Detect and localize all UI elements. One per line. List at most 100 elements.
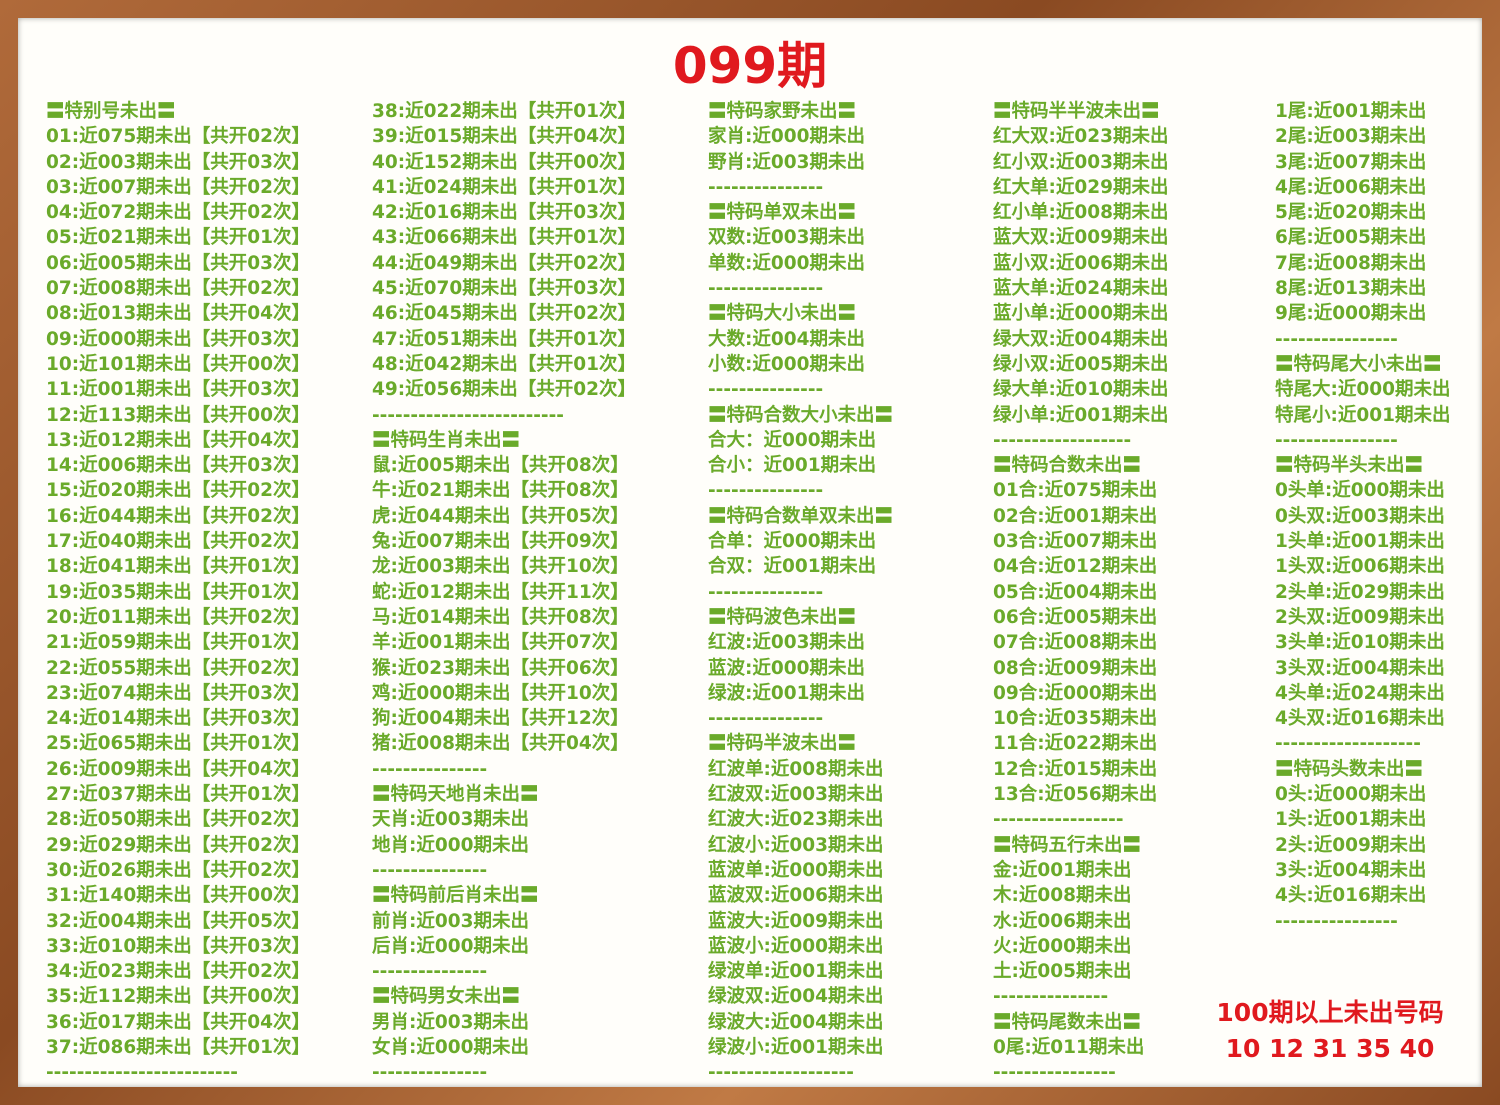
stat-line: 〓特码男女未出〓 — [372, 986, 521, 1008]
stat-line: 0尾:近011期未出 — [993, 1036, 1145, 1058]
stat-line: 猴:近023期未出【共开06次】 — [372, 657, 629, 679]
column: 38:近022期未出【共开01次】 39:近015期未出【共开04次】 40:近15… — [372, 99, 636, 1086]
stat-line: 29:近029期未出【共开02次】 — [46, 834, 311, 856]
stat-line: 33:近010期未出【共开03次】 — [46, 935, 311, 957]
stat-line: 蓝小双:近006期未出 — [993, 252, 1169, 274]
stat-line: 狗:近004期未出【共开12次】 — [372, 708, 629, 730]
stat-line: 〓特码合数大小未出〓 — [708, 404, 894, 426]
stat-line: 马:近014期未出【共开08次】 — [372, 606, 629, 628]
stat-line: 39:近015期未出【共开04次】 — [372, 126, 637, 148]
stat-line: 07:近008期未出【共开02次】 — [46, 278, 311, 300]
stat-line: 0头单:近000期未出 — [1275, 480, 1445, 502]
stat-line: ------------------ — [993, 429, 1132, 451]
stat-line: 38:近022期未出【共开01次】 — [372, 101, 637, 122]
stat-line: 蓝小单:近000期未出 — [993, 303, 1169, 325]
stat-line: 37:近086期未出【共开01次】 — [46, 1036, 311, 1058]
stat-line: 双数:近003期未出 — [708, 227, 866, 249]
stat-line: 绿大单:近010期未出 — [993, 379, 1169, 401]
stat-line: 鼠:近005期未出【共开08次】 — [372, 455, 629, 477]
stat-line: 〓特码尾数未出〓 — [993, 1011, 1142, 1033]
stat-line: --------------- — [708, 176, 824, 198]
stat-line: 4头双:近016期未出 — [1275, 708, 1445, 730]
stat-line: 〓特码半波未出〓 — [708, 733, 857, 755]
stat-line: 46:近045期未出【共开02次】 — [372, 303, 637, 325]
stat-line: 02:近003期未出【共开03次】 — [46, 151, 311, 173]
stat-line: 12:近113期未出【共开00次】 — [46, 404, 311, 426]
stat-line: 5尾:近020期未出 — [1275, 202, 1427, 224]
stat-line: 01:近075期未出【共开02次】 — [46, 126, 311, 148]
stat-line: --------------- — [372, 1062, 488, 1084]
stat-line: 4头:近016期未出 — [1275, 885, 1427, 907]
stat-line: 35:近112期未出【共开00次】 — [46, 986, 311, 1008]
stat-line: --------------- — [708, 480, 824, 502]
stat-line: --------------- — [708, 708, 824, 730]
stat-line: 〓特码半半波未出〓 — [993, 101, 1160, 122]
stat-line: 40:近152期未出【共开00次】 — [372, 151, 637, 173]
stat-line: 红波双:近003期未出 — [708, 784, 884, 806]
stat-line: 42:近016期未出【共开03次】 — [372, 202, 637, 224]
stat-line: 合小：近001期未出 — [708, 455, 877, 477]
stat-line: 合大：近000期未出 — [708, 429, 877, 451]
stat-line: 红大单:近029期未出 — [993, 176, 1169, 198]
stat-line: 04合:近012期未出 — [993, 556, 1158, 578]
stat-line: 05合:近004期未出 — [993, 581, 1158, 603]
stat-line: 2头双:近009期未出 — [1275, 606, 1445, 628]
stat-line: 〓特别号未出〓 — [46, 101, 176, 122]
stat-line: 合单：近000期未出 — [708, 531, 877, 553]
stat-line: 羊:近001期未出【共开07次】 — [372, 632, 629, 654]
stat-line: 特尾大:近000期未出 — [1275, 379, 1451, 401]
stat-line: 11合:近022期未出 — [993, 733, 1158, 755]
note-heading: 100期以上未出号码 — [1216, 998, 1444, 1027]
stat-line: 23:近074期未出【共开03次】 — [46, 682, 311, 704]
stat-line: 1尾:近001期未出 — [1275, 101, 1427, 122]
stat-line: 36:近017期未出【共开04次】 — [46, 1011, 311, 1033]
stat-line: 19:近035期未出【共开01次】 — [46, 581, 311, 603]
stat-line: 〓特码波色未出〓 — [708, 606, 857, 628]
stat-line: 18:近041期未出【共开01次】 — [46, 556, 311, 578]
stat-line: 1头:近001期未出 — [1275, 809, 1427, 831]
note: 100期以上未出号码 10 12 31 35 40 — [1190, 995, 1470, 1067]
stat-line: 6尾:近005期未出 — [1275, 227, 1427, 249]
stat-line: --------------- — [372, 859, 488, 881]
stat-line: 03:近007期未出【共开02次】 — [46, 176, 311, 198]
stat-line: 02合:近001期未出 — [993, 505, 1158, 527]
stat-line: 红波小:近003期未出 — [708, 834, 884, 856]
stat-line: 蓝大双:近009期未出 — [993, 227, 1169, 249]
note-numbers: 10 12 31 35 40 — [1225, 1034, 1435, 1063]
stat-line: 蛇:近012期未出【共开11次】 — [372, 581, 629, 603]
stat-line: 11:近001期未出【共开03次】 — [46, 379, 311, 401]
stat-line: 男肖:近003期未出 — [372, 1011, 530, 1033]
stat-line: 2头:近009期未出 — [1275, 834, 1427, 856]
stat-line: 14:近006期未出【共开03次】 — [46, 455, 311, 477]
stat-line: 0头双:近003期未出 — [1275, 505, 1445, 527]
stat-line: 32:近004期未出【共开05次】 — [46, 910, 311, 932]
stat-line: 红波:近003期未出 — [708, 632, 866, 654]
stat-line: 3尾:近007期未出 — [1275, 151, 1427, 173]
stat-line: 土:近005期未出 — [993, 961, 1132, 983]
stat-line: 8尾:近013期未出 — [1275, 278, 1427, 300]
stat-line: 红大双:近023期未出 — [993, 126, 1169, 148]
stat-line: 兔:近007期未出【共开09次】 — [372, 531, 629, 553]
stat-line: 前肖:近003期未出 — [372, 910, 530, 932]
stat-line: 08合:近009期未出 — [993, 657, 1158, 679]
stat-line: ------------------------- — [372, 404, 564, 426]
stat-line: 06:近005期未出【共开03次】 — [46, 252, 311, 274]
stat-line: 绿大双:近004期未出 — [993, 328, 1169, 350]
stat-line: 31:近140期未出【共开00次】 — [46, 885, 311, 907]
stat-line: 绿波大:近004期未出 — [708, 1011, 884, 1033]
stat-line: 〓特码前后肖未出〓 — [372, 885, 539, 907]
stat-line: 蓝波:近000期未出 — [708, 657, 866, 679]
stat-line: ------------------------- — [46, 1062, 238, 1084]
stat-line: --------------- — [708, 379, 824, 401]
stat-line: 05:近021期未出【共开01次】 — [46, 227, 311, 249]
stat-line: 地肖:近000期未出 — [372, 834, 530, 856]
stat-line: 〓特码天地肖未出〓 — [372, 784, 539, 806]
stat-line: 12合:近015期未出 — [993, 758, 1158, 780]
stat-line: 绿小单:近001期未出 — [993, 404, 1169, 426]
stat-line: 3头单:近010期未出 — [1275, 632, 1445, 654]
stat-line: 牛:近021期未出【共开08次】 — [372, 480, 629, 502]
stat-line: 4尾:近006期未出 — [1275, 176, 1427, 198]
stat-line: 30:近026期未出【共开02次】 — [46, 859, 311, 881]
stat-line: 〓特码五行未出〓 — [993, 834, 1142, 856]
stat-line: 03合:近007期未出 — [993, 531, 1158, 553]
